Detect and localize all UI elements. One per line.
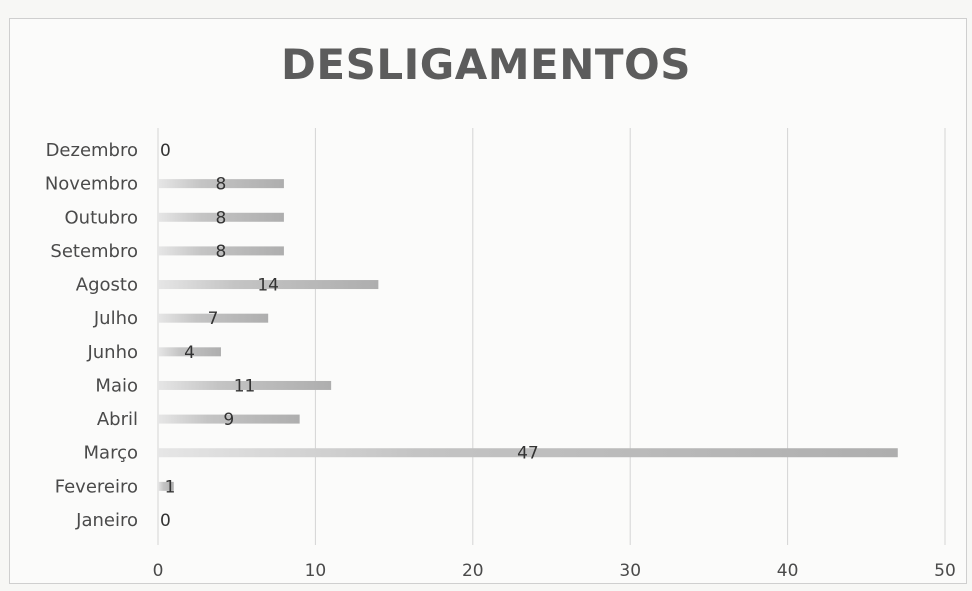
x-tick-label-50: 50 bbox=[934, 561, 956, 581]
bar-abril bbox=[158, 414, 300, 424]
x-tick-label-0: 0 bbox=[153, 561, 164, 581]
chart-title: DESLIGAMENTOS bbox=[281, 40, 691, 89]
category-labels: Janeiro Fevereiro Março Abril Maio Junho Julho… bbox=[45, 140, 138, 531]
category-label-junho: Junho bbox=[86, 342, 138, 363]
x-tick-label-40: 40 bbox=[777, 561, 799, 581]
category-label-dezembro: Dezembro bbox=[46, 140, 138, 161]
data-label-maio: 11 bbox=[234, 376, 256, 396]
category-label-maio: Maio bbox=[95, 375, 138, 396]
bar-novembro bbox=[158, 179, 284, 189]
data-label-setembro: 8 bbox=[216, 242, 227, 262]
data-label-janeiro: 0 bbox=[160, 511, 171, 531]
data-label-marco: 47 bbox=[517, 444, 539, 464]
category-label-outubro: Outubro bbox=[65, 207, 139, 228]
bar-maio bbox=[158, 380, 332, 390]
bar-marco bbox=[158, 448, 898, 458]
category-label-setembro: Setembro bbox=[50, 241, 138, 262]
x-tick-label-20: 20 bbox=[462, 561, 484, 581]
bar-setembro bbox=[158, 246, 284, 256]
data-label-junho: 4 bbox=[184, 343, 195, 363]
category-label-janeiro: Janeiro bbox=[75, 510, 138, 531]
data-label-abril: 9 bbox=[223, 410, 234, 430]
x-axis-tick-labels: 0 10 20 30 40 50 bbox=[153, 561, 956, 581]
category-label-agosto: Agosto bbox=[76, 275, 138, 296]
x-tick-label-30: 30 bbox=[619, 561, 641, 581]
data-label-agosto: 14 bbox=[257, 276, 279, 296]
category-label-novembro: Novembro bbox=[45, 174, 138, 195]
x-tick-label-10: 10 bbox=[305, 561, 327, 581]
bar-julho bbox=[158, 313, 269, 323]
bar-agosto bbox=[158, 280, 379, 290]
bar-outubro bbox=[158, 212, 284, 222]
bar-fevereiro bbox=[158, 481, 174, 491]
category-label-marco: Março bbox=[84, 443, 138, 464]
category-label-abril: Abril bbox=[97, 409, 138, 430]
data-label-novembro: 8 bbox=[216, 175, 227, 195]
data-label-julho: 7 bbox=[208, 309, 219, 329]
bars bbox=[158, 179, 898, 491]
data-label-outubro: 8 bbox=[216, 208, 227, 228]
data-label-dezembro: 0 bbox=[160, 141, 171, 161]
category-label-julho: Julho bbox=[93, 308, 138, 329]
category-label-fevereiro: Fevereiro bbox=[55, 476, 138, 497]
bar-junho bbox=[158, 347, 221, 357]
data-label-fevereiro: 1 bbox=[165, 477, 176, 497]
gridlines bbox=[157, 128, 946, 545]
